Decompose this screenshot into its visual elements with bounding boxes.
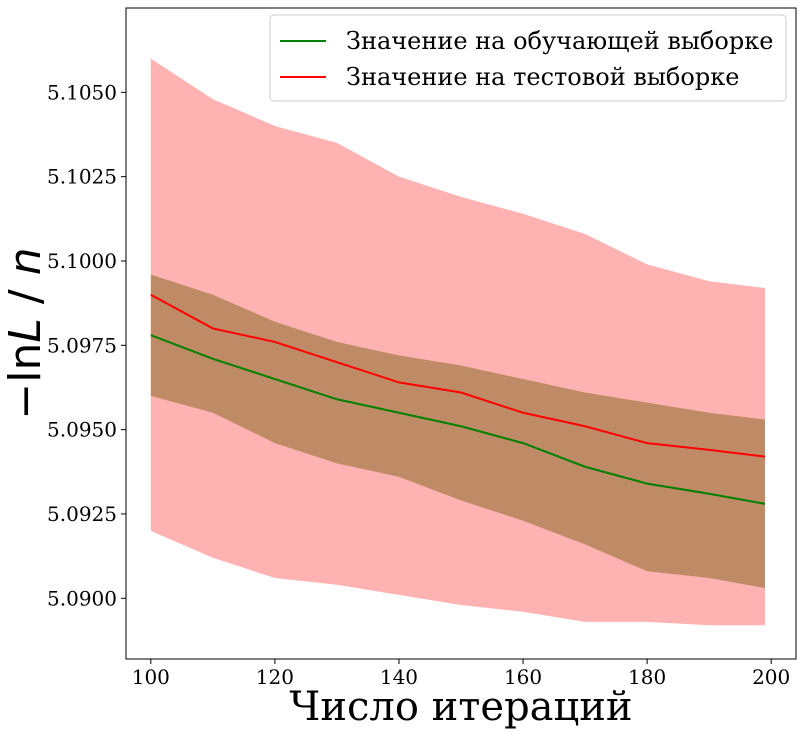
x-tick-label: 180 [628, 665, 666, 689]
y-tick-label: 5.0950 [47, 418, 117, 442]
x-tick: 100 [132, 659, 170, 689]
y-tick-label: 5.1000 [47, 249, 117, 273]
line-series-1 [150, 334, 766, 505]
legend-label-1: Значение на обучающей выборке [346, 27, 773, 55]
x-tick: 140 [380, 659, 418, 689]
legend: Значение на обучающей выборке Значение на… [269, 14, 787, 102]
y-axis-ticks: 5.0900 5.0925 5.0950 5.0975 5.1000 5.1025 5.10… [47, 80, 126, 610]
x-tick-label: 100 [132, 665, 170, 689]
series-lines [150, 293, 766, 505]
x-tick: 120 [256, 659, 294, 689]
y-axis-label-slash: / [0, 275, 51, 318]
legend-box [269, 14, 787, 102]
x-tick-label: 160 [504, 665, 542, 689]
x-tick-label: 140 [380, 665, 418, 689]
y-tick-label: 5.0925 [47, 502, 117, 526]
x-tick: 200 [752, 659, 790, 689]
y-axis-label-L: L [0, 318, 51, 343]
y-tick: 5.0925 [47, 502, 126, 526]
y-tick: 5.1025 [47, 165, 126, 189]
y-tick: 5.0900 [47, 586, 126, 610]
y-tick: 5.1050 [47, 80, 126, 104]
x-axis-ticks: 100 120 140 160 180 200 [132, 659, 790, 689]
y-axis-label-n: n [0, 247, 51, 275]
y-axis-label: −lnL / n [0, 247, 51, 419]
x-tick-label: 120 [256, 665, 294, 689]
x-tick: 180 [628, 659, 666, 689]
y-tick-label: 5.1025 [47, 165, 117, 189]
band-series-1 [150, 274, 765, 589]
confidence-bands [150, 58, 765, 626]
legend-label-2: Значение на тестовой выборке [346, 63, 739, 91]
x-tick-label: 200 [752, 665, 790, 689]
y-tick-label: 5.1050 [47, 80, 117, 104]
y-tick: 5.1000 [47, 249, 126, 273]
y-tick: 5.0975 [47, 333, 126, 357]
plot-frame [125, 7, 797, 660]
y-tick-label: 5.0900 [47, 586, 117, 610]
line-series-2 [150, 293, 766, 458]
y-tick: 5.0950 [47, 418, 126, 442]
x-tick: 160 [504, 659, 542, 689]
y-tick-label: 5.0975 [47, 333, 117, 357]
y-axis-label-ln: −ln [0, 343, 51, 420]
x-axis-label: Число итераций [289, 684, 632, 730]
